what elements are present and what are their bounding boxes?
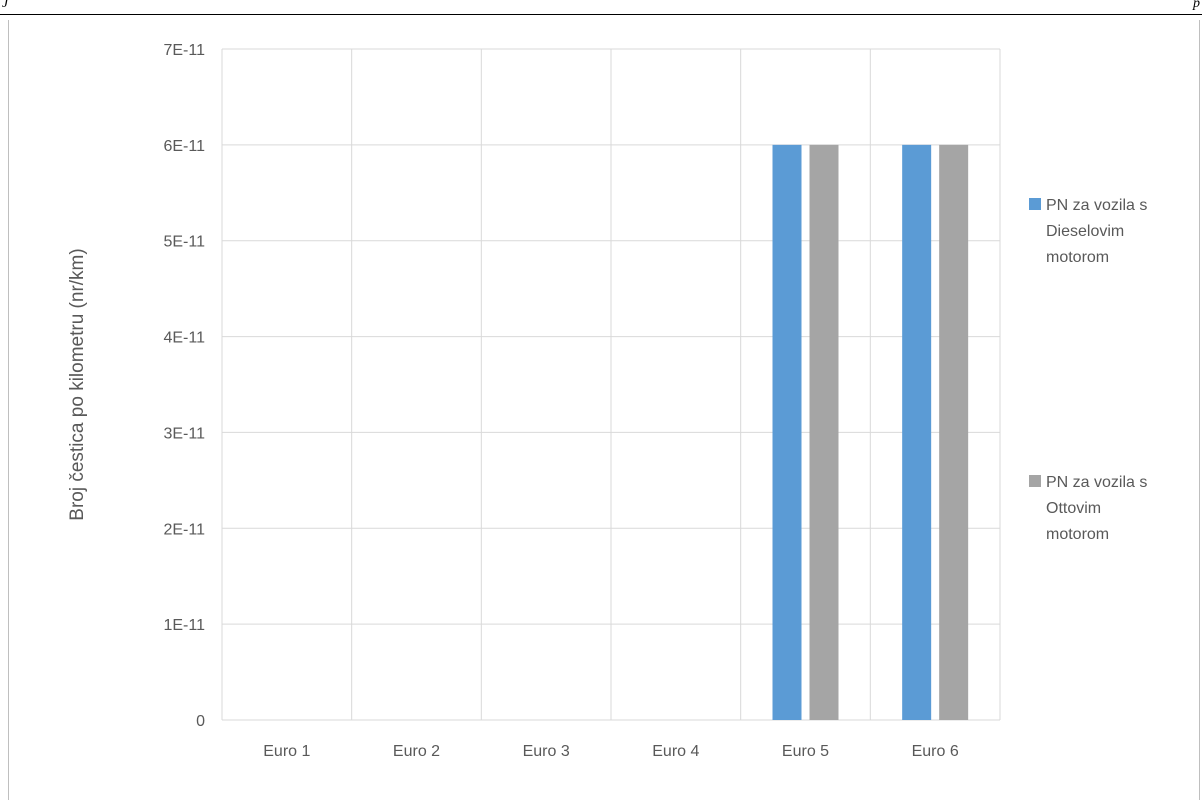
x-tick-label: Euro 6 (912, 743, 959, 760)
y-tick-label: 2E-11 (163, 521, 205, 538)
y-tick-label: 1E-11 (163, 617, 205, 634)
legend: PN za vozila s Dieselovim motorom PN za voz… (1029, 197, 1147, 543)
legend-label: PN za vozila s (1046, 474, 1147, 491)
x-tick-label: Euro 4 (652, 743, 699, 760)
legend-label: Ottovim (1046, 500, 1101, 517)
x-axis-ticks: Euro 1 Euro 2 Euro 3 Euro 4 Euro 5 Euro 6 (263, 743, 959, 760)
x-tick-label: Euro 5 (782, 743, 829, 760)
y-tick-label: 7E-11 (163, 42, 205, 59)
chart-frame (8, 20, 1200, 800)
legend-swatch (1029, 198, 1041, 210)
legend-label: motorom (1046, 526, 1109, 543)
x-tick-label: Euro 2 (393, 743, 440, 760)
x-tick-label: Euro 1 (263, 743, 310, 760)
legend-label: Dieselovim (1046, 223, 1124, 240)
x-tick-label: Euro 3 (523, 743, 570, 760)
y-axis-label: Broj čestica po kilometru (nr/km) (67, 248, 88, 520)
y-tick-label: 6E-11 (163, 138, 205, 155)
gridlines (221, 48, 1001, 721)
y-tick-label: 4E-11 (163, 330, 205, 347)
legend-swatch (1029, 475, 1041, 487)
header-right-text: p (1193, 0, 1200, 11)
legend-label: PN za vozila s (1046, 197, 1147, 214)
y-tick-label: 3E-11 (163, 425, 205, 442)
y-axis-ticks: 0 1E-11 2E-11 3E-11 4E-11 5E-11 6E-11 7E-11 (163, 42, 205, 730)
legend-label: motorom (1046, 249, 1109, 266)
page-header: J p (0, 0, 1202, 15)
bar (772, 144, 802, 720)
header-left-text: J (2, 0, 9, 11)
y-tick-label: 0 (196, 713, 205, 730)
bar (809, 144, 839, 720)
bar (902, 144, 932, 720)
bar (939, 144, 969, 720)
bars (772, 144, 969, 720)
y-tick-label: 5E-11 (163, 234, 205, 251)
